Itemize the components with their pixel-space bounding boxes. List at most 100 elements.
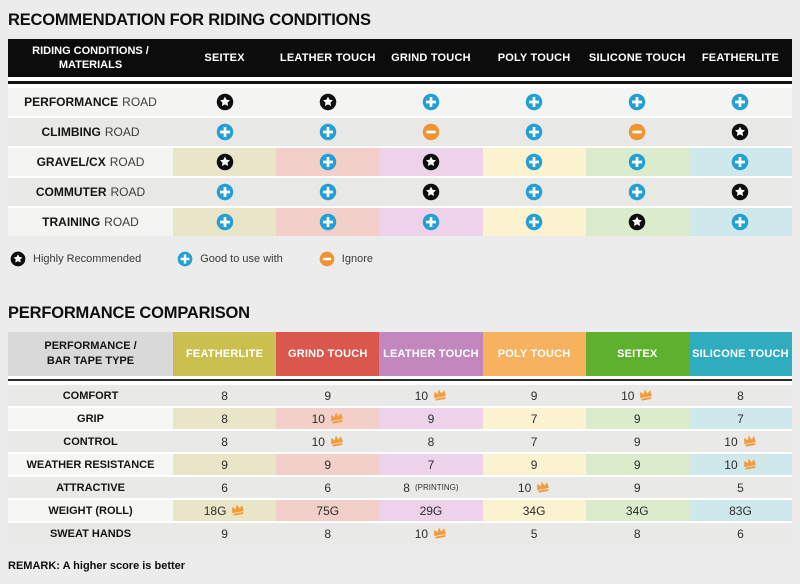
score-cell: 18G <box>173 500 277 521</box>
score-value: 8 <box>221 388 228 403</box>
plus-icon <box>216 123 234 141</box>
row-label: COMFORT <box>62 389 119 402</box>
column-header-featherlite: FEATHERLITE <box>173 332 277 376</box>
column-header-seitex: SEITEX <box>204 52 245 64</box>
score-value: 34G <box>522 503 546 518</box>
rating-cell <box>173 178 276 206</box>
performance-table: PERFORMANCE / BAR TAPE TYPE FEATHERLITE G… <box>8 332 793 544</box>
rating-cell <box>173 208 277 236</box>
score-cell: 10 <box>276 431 379 452</box>
score-value: 10 <box>414 388 429 403</box>
score-value: 8 <box>403 480 410 495</box>
legend-item-good-to-use-with: Good to use with <box>177 251 283 267</box>
rating-cell <box>688 208 793 236</box>
crown-icon <box>742 458 757 470</box>
performance-table-body: COMFORT 8 9 10 9 10 8 GRIP 8 10 9 7 9 7 CONTROL 8 10 8 7 9 1… <box>8 385 793 544</box>
score-value: 10 <box>724 434 738 449</box>
score-cell: 9 <box>586 477 689 498</box>
score-cell: 6 <box>689 523 792 544</box>
rating-cell <box>689 178 792 206</box>
star-icon <box>731 123 749 141</box>
plus-icon <box>525 93 543 111</box>
header-divider <box>8 379 792 381</box>
score-value: 9 <box>221 457 228 472</box>
column-header-leather-touch: LEATHER TOUCH <box>279 52 376 64</box>
crown-icon <box>329 412 344 424</box>
score-cell: 9 <box>276 385 379 406</box>
score-cell: 7 <box>688 408 793 429</box>
rating-cell <box>585 148 689 176</box>
score-value: 6 <box>737 526 744 541</box>
plus-icon <box>731 93 749 111</box>
column-header-poly-touch: POLY TOUCH <box>497 52 571 64</box>
rating-cell <box>379 88 482 116</box>
star-icon <box>319 93 337 111</box>
legend-item-highly-recommended: Highly Recommended <box>10 251 141 267</box>
plus-icon <box>319 213 337 231</box>
score-value: 10 <box>621 388 635 403</box>
corner-header-line1: RIDING CONDITIONS / <box>32 44 149 57</box>
score-cell: 8 <box>379 431 482 452</box>
rating-cell <box>586 118 689 146</box>
score-cell: 10 <box>379 523 482 544</box>
score-cell: 8 <box>276 523 379 544</box>
score-value: 8 <box>737 388 744 403</box>
minus-icon <box>422 123 440 141</box>
corner-header-line1: PERFORMANCE / <box>44 340 137 353</box>
score-cell: 8 (PRINTING) <box>379 477 482 498</box>
score-value: 8 <box>633 526 641 541</box>
rating-cell <box>173 148 277 176</box>
score-cell: 29G <box>379 500 483 521</box>
score-value: 5 <box>530 526 538 541</box>
star-icon <box>731 183 749 201</box>
crown-icon <box>432 527 447 539</box>
crown-icon <box>230 504 245 516</box>
row-label: GRIP <box>8 408 173 429</box>
column-header-featherlite: FEATHERLITE <box>701 52 780 64</box>
plus-icon <box>628 183 646 201</box>
plus-icon <box>525 153 543 171</box>
row-label: CONTROL <box>63 435 118 448</box>
score-value: 7 <box>737 411 744 426</box>
star-icon <box>216 93 234 111</box>
column-header-silicone-touch: SILICONE TOUCH <box>688 332 793 376</box>
column-header-grind-touch: GRIND TOUCH <box>391 52 471 64</box>
legend-label: Ignore <box>341 253 373 265</box>
score-cell: 9 <box>586 431 689 452</box>
score-value: 9 <box>530 388 538 403</box>
row-label: ATTRACTIVE <box>56 481 125 494</box>
rating-cell <box>276 208 380 236</box>
table-row-comfort: COMFORT 8 9 10 9 10 8 <box>8 385 792 406</box>
table-row-training-road: TRAINING ROAD <box>8 208 793 236</box>
score-cell: 75G <box>276 500 380 521</box>
score-cell: 9 <box>379 408 483 429</box>
crown-icon <box>432 389 447 401</box>
score-cell: 5 <box>483 523 586 544</box>
rating-cell <box>379 148 483 176</box>
score-cell: 10 <box>276 408 380 429</box>
score-value: 8 <box>324 526 332 541</box>
score-cell: 9 <box>483 385 586 406</box>
score-cell: 10 <box>379 385 482 406</box>
score-cell: 9 <box>585 408 689 429</box>
score-value: 6 <box>324 480 332 495</box>
score-value: 75G <box>316 503 340 518</box>
score-value: 9 <box>221 526 228 541</box>
score-value: 7 <box>530 411 538 426</box>
riding-table-header: RIDING CONDITIONS / MATERIALS SEITEX LEAT… <box>8 39 792 77</box>
score-suffix: (PRINTING) <box>414 483 459 492</box>
materials-corner-header: RIDING CONDITIONS / MATERIALS <box>8 44 173 73</box>
score-value: 83G <box>729 503 752 518</box>
star-icon <box>422 183 440 201</box>
score-value: 34G <box>625 503 649 518</box>
score-value: 5 <box>737 480 744 495</box>
score-value: 9 <box>530 457 538 472</box>
row-label: GRAVEL/CX ROAD <box>36 155 145 169</box>
remark: REMARK: A higher score is better <box>8 560 186 572</box>
score-value: 9 <box>633 411 641 426</box>
rating-cell <box>689 88 792 116</box>
score-value: 10 <box>311 434 325 449</box>
row-label: COMMUTER ROAD <box>35 185 146 199</box>
table-row-sweat-hands: SWEAT HANDS 9 8 10 5 8 6 <box>8 523 792 544</box>
bar-tape-corner-header: PERFORMANCE / BAR TAPE TYPE <box>8 332 173 376</box>
